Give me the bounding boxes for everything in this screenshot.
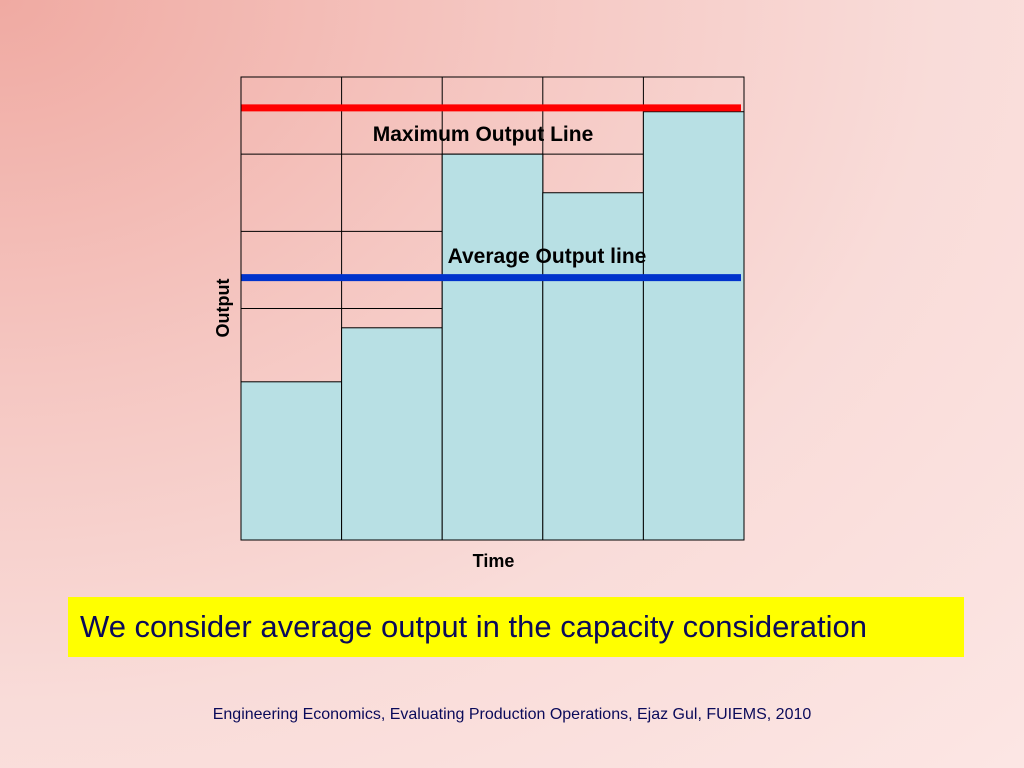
y-axis-label: Output <box>213 279 233 338</box>
plot-frame <box>240 76 745 541</box>
reference-line-label-average: Average Output line <box>448 245 647 268</box>
chart-labels: Maximum Output Line Average Output line Ti… <box>213 123 646 571</box>
footer-citation: Engineering Economics, Evaluating Produc… <box>212 706 812 723</box>
bar-5 <box>642 111 745 541</box>
chart-frame <box>240 76 745 541</box>
bar-3 <box>441 153 544 541</box>
reference-lines <box>241 104 741 282</box>
reference-line-label-maximum: Maximum Output Line <box>373 123 594 146</box>
bar-1 <box>240 381 343 541</box>
chart-bars <box>240 111 745 541</box>
bar-2 <box>341 327 443 541</box>
output-chart: Maximum Output Line Average Output line Ti… <box>213 76 745 571</box>
x-axis-label: Time <box>473 551 515 571</box>
callout-text: We consider average output in the capaci… <box>80 609 867 644</box>
callout-box: We consider average output in the capaci… <box>68 597 964 657</box>
